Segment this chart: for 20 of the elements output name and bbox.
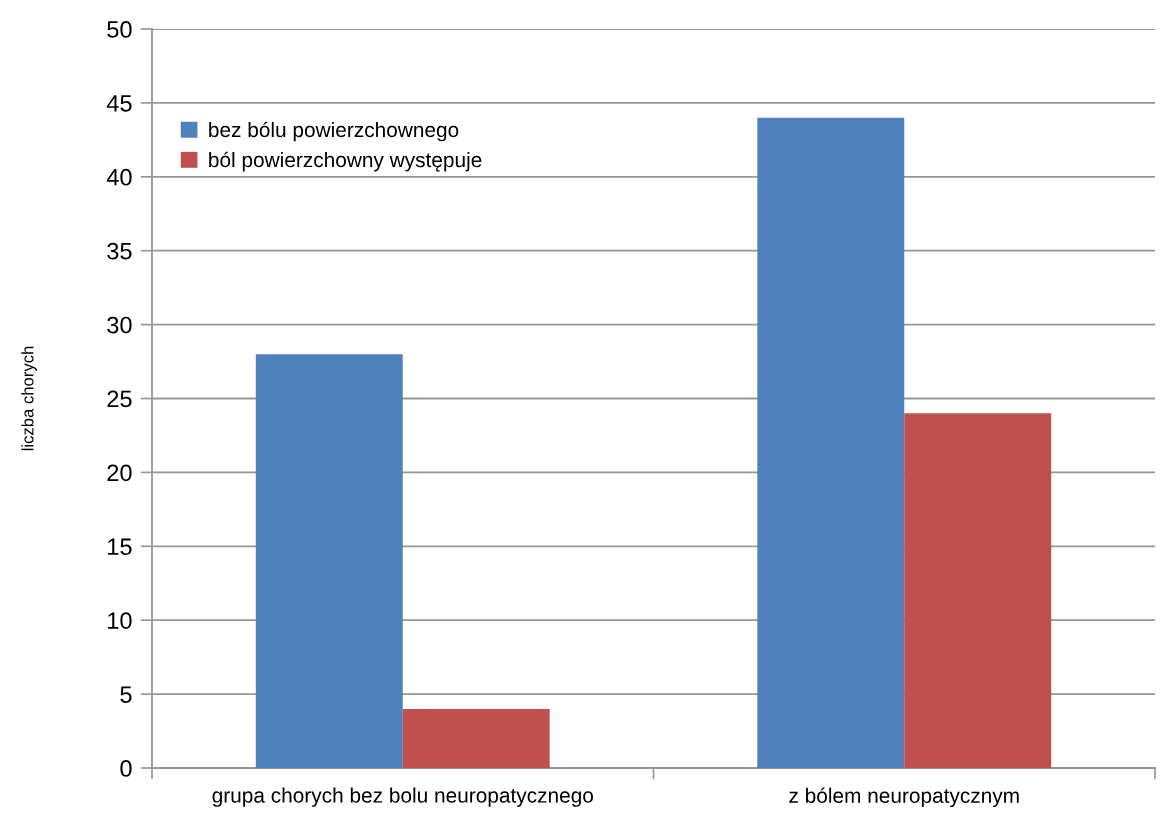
y-tick-label: 40 [106,168,132,186]
bar [402,708,550,768]
y-tick-label: 35 [107,242,132,260]
y-axis-title: liczba chorych [21,346,37,451]
bar [757,117,905,768]
y-tick-label: 30 [107,316,132,334]
y-tick-label: 0 [120,760,132,777]
bar [255,354,403,768]
y-tick-label: 5 [120,686,132,703]
x-tick-label: z bólem neuropatycznym [789,787,1019,808]
y-tick-label: 45 [106,95,132,112]
y-tick-label: 10 [108,612,132,629]
x-tick-label: grupa chorych bez bolu neuropatycznego [212,787,593,807]
legend-label: ból powierzchowny występuje [209,151,482,172]
y-tick-label: 25 [107,390,132,408]
bar [904,413,1052,768]
legend-label: bez bólu powierzchownego [209,121,459,142]
y-tick-label: 20 [107,464,132,482]
y-tick-label: 50 [107,21,132,38]
y-tick-label: 15 [108,538,132,556]
